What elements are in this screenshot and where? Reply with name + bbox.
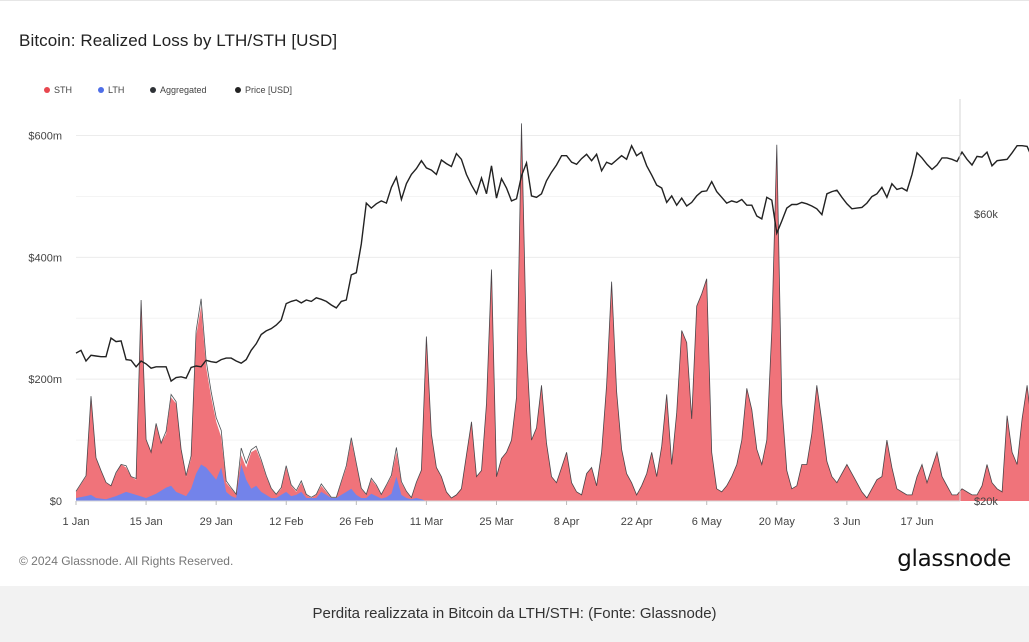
chart-card: Bitcoin: Realized Loss by LTH/STH [USD] … — [0, 0, 1029, 586]
axes: $0 $200m $400m $600m $20k $60k 1 Jan 15 Jan 29 J… — [28, 99, 998, 528]
x-tick-label: 8 Apr — [554, 516, 580, 528]
legend-label-sth: STH — [54, 85, 72, 95]
x-tick-label: 29 Jan — [200, 516, 233, 528]
x-tick-label: 15 Jan — [130, 516, 163, 528]
y-tick-label-left: $200m — [28, 374, 62, 386]
x-tick-label: 11 Mar — [410, 516, 444, 528]
legend-marker-lth — [98, 87, 104, 93]
y-tick-label-left: $600m — [28, 131, 62, 143]
x-tick-label: 17 Jun — [900, 516, 933, 528]
legend-label-lth: LTH — [108, 85, 124, 95]
y-tick-label-right: $60k — [974, 209, 998, 221]
legend-marker-aggregated — [150, 87, 156, 93]
lth-area — [76, 464, 1029, 501]
legend-label-price: Price [USD] — [245, 85, 292, 95]
glassnode-logo: glassnode — [897, 546, 1011, 572]
x-tick-label: 3 Jun — [833, 516, 860, 528]
aggregated-line — [75, 123, 1029, 499]
x-tick-label: 6 May — [692, 516, 722, 528]
chart-title: Bitcoin: Realized Loss by LTH/STH [USD] — [19, 31, 338, 50]
y-tick-label-right: $20k — [974, 496, 998, 508]
legend-label-aggregated: Aggregated — [160, 85, 207, 95]
price-line — [75, 143, 1029, 383]
legend-marker-sth — [44, 87, 50, 93]
legend: STH LTH Aggregated Price [USD] — [44, 85, 292, 95]
realized-loss-chart[interactable]: $0 $200m $400m $600m $20k $60k 1 Jan 15 Jan 29 J… — [0, 1, 1029, 587]
x-tick-label: 12 Feb — [269, 516, 303, 528]
y-tick-label-left: $400m — [28, 252, 62, 264]
x-tick-label: 25 Mar — [479, 516, 514, 528]
copyright-text: © 2024 Glassnode. All Rights Reserved. — [19, 554, 234, 568]
data-lines — [75, 123, 1029, 499]
x-tick-label: 1 Jan — [63, 516, 90, 528]
x-tick-label: 20 May — [759, 516, 796, 528]
y-tick-label-left: $0 — [50, 496, 62, 508]
figure-caption: Perdita realizzata in Bitcoin da LTH/STH… — [312, 605, 717, 622]
x-tick-label: 26 Feb — [339, 516, 373, 528]
x-tick-label: 22 Apr — [621, 516, 653, 528]
legend-marker-price — [235, 87, 241, 93]
